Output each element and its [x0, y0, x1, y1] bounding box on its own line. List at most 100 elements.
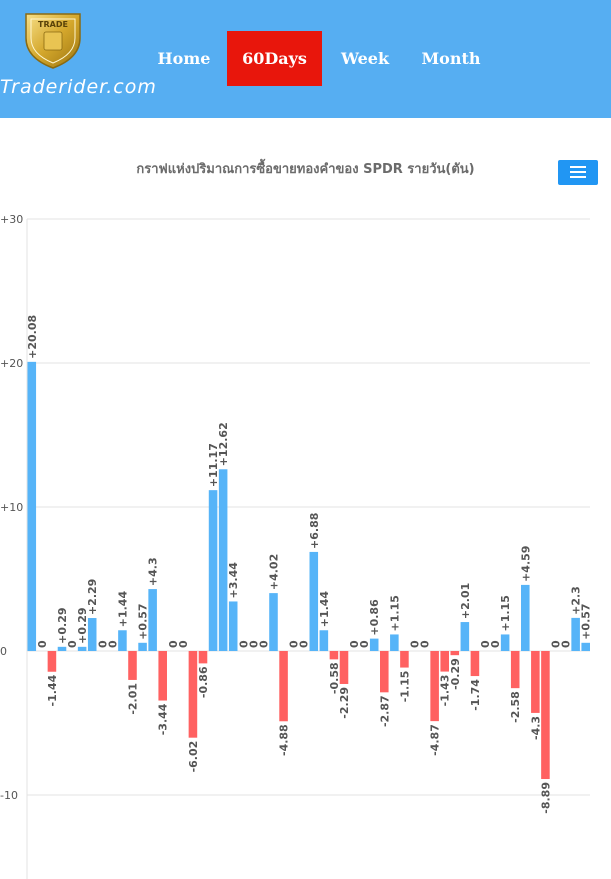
bar[interactable] — [400, 651, 409, 668]
bar[interactable] — [531, 651, 540, 713]
bar[interactable] — [430, 651, 439, 722]
bar[interactable] — [138, 642, 147, 651]
bar[interactable] — [460, 622, 470, 651]
logo-text: TRADE — [38, 20, 68, 29]
bar-data-label: -4.3 — [529, 716, 542, 740]
bar-data-label: -2.87 — [378, 695, 391, 727]
bar[interactable] — [581, 642, 590, 651]
bar[interactable] — [319, 630, 329, 651]
bar[interactable] — [390, 634, 399, 651]
bar-data-label: +0.29 — [56, 607, 69, 643]
y-tick-label: 0 — [0, 645, 7, 658]
bar[interactable] — [27, 361, 37, 651]
brand-name[interactable]: Traderider.com — [0, 76, 157, 98]
bar-data-label: +0.29 — [76, 607, 89, 643]
bar-data-label: +2.29 — [86, 579, 99, 615]
bar[interactable] — [541, 651, 550, 780]
bar-data-label: -1.15 — [398, 671, 411, 703]
bar[interactable] — [218, 469, 228, 651]
bar-data-label: -3.44 — [157, 703, 170, 735]
y-tick-label: +30 — [0, 213, 23, 226]
bar-data-label: 0 — [36, 640, 49, 648]
bar-data-label: +11.17 — [207, 443, 220, 487]
bar[interactable] — [188, 651, 198, 738]
bar-data-label: +4.02 — [267, 554, 280, 590]
bar-data-label: +6.88 — [308, 513, 321, 549]
bar[interactable] — [440, 651, 449, 672]
bar[interactable] — [329, 651, 339, 660]
bar[interactable] — [228, 601, 238, 651]
bar-data-label: -4.88 — [278, 724, 291, 756]
gold-shield-logo-icon[interactable]: TRADE — [22, 8, 84, 70]
nav-60days[interactable]: 60Days — [227, 31, 322, 86]
chart-title: กราฟแห่งปริมาณการซื้อขายทองคำของ SPDR รา… — [136, 162, 475, 177]
bar-data-label: +1.15 — [499, 595, 512, 631]
bar-data-label: 0 — [419, 640, 432, 648]
bar[interactable] — [158, 651, 167, 701]
header-bar: TRADE Traderider.com Home 60Days Week Mo… — [0, 0, 611, 118]
bar-data-label: 0 — [167, 640, 180, 648]
bar-data-label: 0 — [106, 640, 119, 648]
nav-week[interactable]: Week — [340, 49, 390, 68]
bar[interactable] — [47, 651, 57, 672]
nav-home[interactable]: Home — [157, 49, 211, 68]
bar-data-label: +4.59 — [519, 546, 532, 582]
bar[interactable] — [309, 551, 319, 651]
bar[interactable] — [500, 634, 510, 651]
bar[interactable] — [380, 651, 389, 693]
bar-data-label: +1.44 — [116, 591, 129, 628]
bar-data-label: +2.01 — [459, 583, 472, 619]
bar-data-label: 0 — [479, 640, 492, 648]
bar-data-label: 0 — [549, 640, 562, 648]
bar-data-label: +4.3 — [147, 557, 160, 586]
bar-chart: +30+20+100-10+20.080-1.44+0.290+0.29+2.2… — [0, 213, 593, 879]
bar[interactable] — [198, 651, 208, 664]
bar-data-label: -8.89 — [539, 782, 552, 814]
bar-data-label: -6.02 — [187, 741, 200, 773]
bar-data-label: +2.3 — [570, 586, 583, 615]
bar[interactable] — [208, 490, 218, 651]
bar[interactable] — [369, 638, 379, 651]
bar-data-label: +12.62 — [217, 422, 230, 466]
bar-data-label: -2.58 — [509, 691, 522, 723]
bar-data-label: +3.44 — [227, 562, 240, 599]
bar-data-label: +1.15 — [388, 595, 401, 631]
bar[interactable] — [510, 651, 520, 689]
bar[interactable] — [571, 617, 580, 651]
bar-data-label: 0 — [257, 640, 270, 648]
bar-data-label: +0.57 — [137, 603, 150, 639]
y-tick-label: -10 — [0, 789, 18, 802]
bar-data-label: -4.87 — [429, 724, 442, 756]
bar-data-label: 0 — [96, 640, 109, 648]
bar-data-label: 0 — [66, 640, 79, 648]
bar-data-label: 0 — [408, 640, 421, 648]
bar[interactable] — [77, 646, 87, 651]
bar[interactable] — [57, 646, 67, 651]
bar[interactable] — [128, 651, 137, 680]
bar-data-label: -2.01 — [126, 683, 139, 715]
bar[interactable] — [269, 593, 278, 651]
bar[interactable] — [87, 618, 97, 651]
bar[interactable] — [339, 651, 349, 684]
hamburger-menu-icon[interactable] — [558, 160, 598, 185]
bar[interactable] — [470, 651, 480, 677]
bar-data-label: 0 — [247, 640, 260, 648]
bar[interactable] — [521, 584, 530, 651]
bar-data-label: +20.08 — [26, 315, 39, 359]
nav-month[interactable]: Month — [421, 49, 481, 68]
bar-data-label: 0 — [358, 640, 371, 648]
bar[interactable] — [148, 589, 157, 651]
y-tick-label: +20 — [0, 357, 23, 370]
bar-data-label: -0.58 — [328, 662, 341, 694]
bar-data-label: -1.44 — [46, 674, 59, 706]
y-tick-label: +10 — [0, 501, 23, 514]
bar[interactable] — [450, 651, 460, 656]
bar-data-label: 0 — [348, 640, 361, 648]
bar-data-label: 0 — [177, 640, 190, 648]
bar-data-label: -1.43 — [439, 675, 452, 707]
bar[interactable] — [118, 630, 127, 651]
bar-data-label: -0.86 — [197, 666, 210, 698]
bar-data-label: +0.57 — [580, 603, 593, 639]
bar-data-label: 0 — [489, 640, 502, 648]
bar[interactable] — [279, 651, 288, 722]
